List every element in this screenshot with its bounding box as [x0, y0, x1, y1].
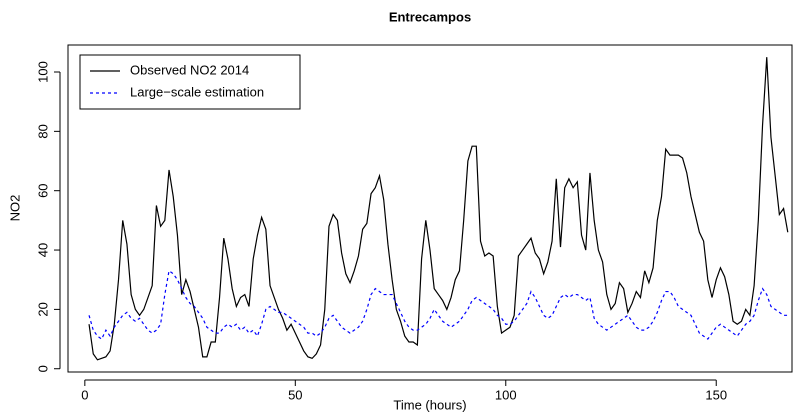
legend-label: Large−scale estimation: [130, 84, 264, 99]
y-tick-label: 60: [35, 183, 50, 197]
data-line: [88, 269, 788, 340]
y-tick-label: 80: [35, 124, 50, 138]
chart-title: Entrecampos: [389, 9, 471, 24]
x-tick-label: 50: [288, 387, 302, 402]
y-tick-label: 100: [35, 61, 50, 83]
y-tick-label: 0: [35, 365, 50, 372]
plot-box: [67, 44, 793, 373]
y-axis-label: NO2: [7, 195, 22, 222]
x-tick-label: 150: [705, 387, 727, 402]
x-tick-label: 0: [81, 387, 88, 402]
x-tick-label: 100: [495, 387, 517, 402]
data-line: [88, 57, 789, 361]
y-tick-label: 20: [35, 302, 50, 316]
y-tick-label: 40: [35, 243, 50, 257]
legend-label: Observed NO2 2014: [130, 62, 249, 77]
x-axis-label: Time (hours): [393, 397, 466, 412]
legend-box: [79, 54, 301, 110]
